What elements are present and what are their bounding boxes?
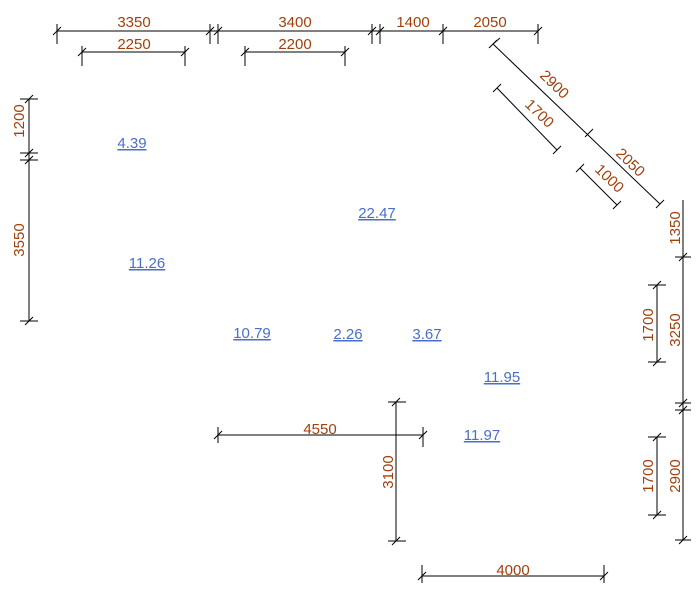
diagonal-dimension-inner bbox=[492, 83, 622, 210]
top-inner-dimension-chain bbox=[77, 46, 350, 66]
dim-label-3550: 3550 bbox=[11, 223, 28, 256]
area-link-3-67[interactable]: 3.67 bbox=[412, 326, 441, 343]
dim-label-1700-diag: 1700 bbox=[521, 96, 557, 131]
dim-label-1700-right-upper: 1700 bbox=[640, 308, 657, 341]
area-link-2-26[interactable]: 2.26 bbox=[333, 326, 362, 343]
dim-label-1200: 1200 bbox=[11, 104, 28, 137]
dim-label-3100: 3100 bbox=[380, 455, 397, 488]
dim-label-1400: 1400 bbox=[396, 14, 429, 31]
area-link-10-79[interactable]: 10.79 bbox=[233, 325, 271, 342]
right-dimension-inner bbox=[648, 280, 666, 520]
dim-label-2900-right: 2900 bbox=[667, 459, 684, 492]
dim-label-3400: 3400 bbox=[278, 14, 311, 31]
dim-label-2900-diag: 2900 bbox=[536, 67, 572, 102]
dim-label-4000: 4000 bbox=[496, 562, 529, 579]
area-link-11-95[interactable]: 11.95 bbox=[484, 369, 520, 386]
area-link-11-26[interactable]: 11.26 bbox=[129, 255, 165, 272]
top-dimension-chain bbox=[52, 24, 543, 44]
dim-label-2250: 2250 bbox=[117, 36, 150, 53]
dim-label-3350: 3350 bbox=[117, 14, 150, 31]
bottom-dimension bbox=[417, 565, 609, 583]
dim-label-2200: 2200 bbox=[278, 36, 311, 53]
dim-label-2050-top: 2050 bbox=[473, 14, 506, 31]
left-dimension-chain bbox=[20, 94, 38, 326]
middle-horizontal-dimension bbox=[213, 427, 428, 447]
right-dimension-outer bbox=[675, 200, 691, 545]
dim-label-3250: 3250 bbox=[667, 313, 684, 346]
middle-vertical-dimension bbox=[388, 397, 406, 546]
dim-label-1350: 1350 bbox=[667, 211, 684, 244]
dim-label-1700-right-lower: 1700 bbox=[640, 459, 657, 492]
diagonal-dimension-outer bbox=[488, 37, 665, 209]
dim-label-4550: 4550 bbox=[303, 421, 336, 438]
area-link-22-47[interactable]: 22.47 bbox=[358, 205, 396, 222]
area-link-11-97[interactable]: 11.97 bbox=[464, 427, 500, 444]
area-link-4-39[interactable]: 4.39 bbox=[117, 135, 146, 152]
